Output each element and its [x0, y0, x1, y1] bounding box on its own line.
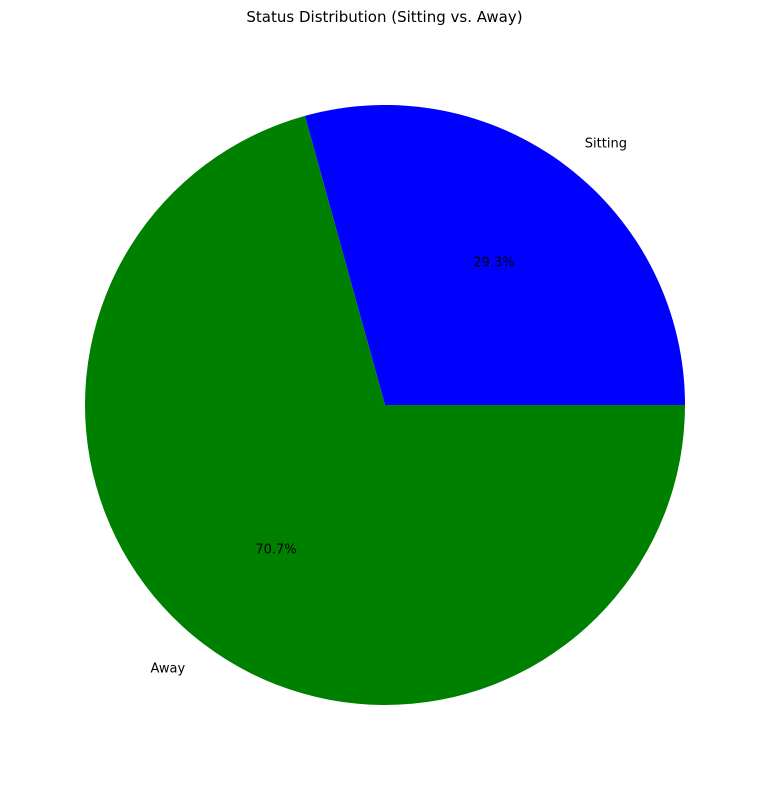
pie-slices [84, 105, 685, 706]
pie-pct-away: 70.7% [255, 542, 296, 557]
pie-labels: Sitting 29.3% Away 70.7% [151, 136, 627, 676]
pie-pct-sitting: 29.3% [473, 256, 514, 271]
pie-label-sitting: Sitting [585, 136, 627, 151]
pie-slice-away [84, 115, 685, 706]
chart-title: Status Distribution (Sitting vs. Away) [246, 8, 522, 26]
pie-slice-sitting [304, 105, 685, 405]
pie-label-away: Away [151, 662, 186, 677]
